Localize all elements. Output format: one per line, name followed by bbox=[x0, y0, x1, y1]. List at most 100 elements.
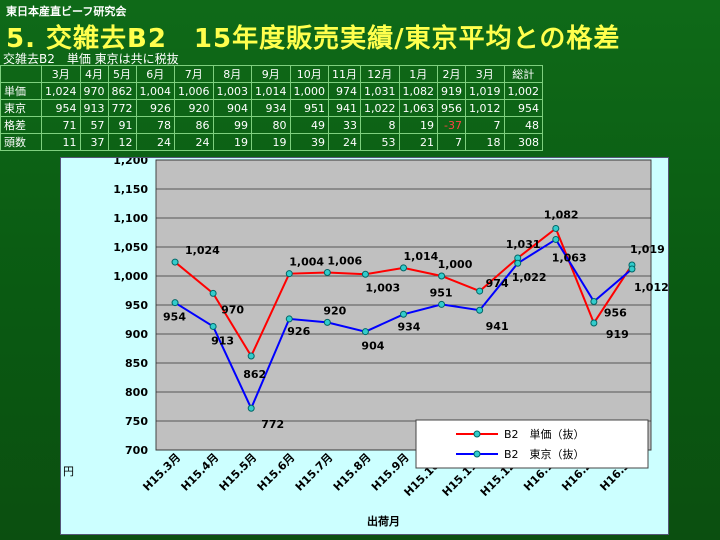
y-tick-label: 750 bbox=[125, 415, 148, 428]
data-label: 1,012 bbox=[634, 281, 668, 294]
table-cell: 48 bbox=[503, 116, 543, 134]
data-point bbox=[400, 264, 407, 272]
legend-entry: B2 単価（抜） bbox=[504, 427, 585, 441]
table-row-tokyo: 東京 954 913 772 926 920 904 934 951 941 1,022 1,063 9… bbox=[0, 99, 543, 117]
table-cell: 24 bbox=[135, 133, 175, 151]
data-point bbox=[438, 272, 446, 280]
y-tick-label: 1,150 bbox=[113, 183, 148, 196]
data-point bbox=[590, 298, 598, 306]
data-label: 772 bbox=[261, 418, 284, 431]
table-header-row: 3月 4月 5月 6月 7月 8月 9月 10月 11月 12月 1月 2月 3… bbox=[0, 65, 543, 83]
table-cell: 86 bbox=[174, 116, 214, 134]
legend-box bbox=[415, 419, 649, 469]
table-cell: 1,022 bbox=[360, 99, 400, 117]
column-header: 10月 bbox=[289, 65, 329, 83]
table-cell: 7 bbox=[437, 133, 466, 151]
data-point bbox=[400, 310, 407, 318]
legend-marker bbox=[473, 450, 481, 458]
y-tick-label: 850 bbox=[125, 357, 148, 370]
data-point bbox=[209, 289, 217, 297]
data-label: 951 bbox=[430, 286, 453, 299]
table-cell: 1,082 bbox=[398, 82, 438, 100]
y-tick-label: 1,050 bbox=[113, 241, 148, 254]
row-label: 格差 bbox=[0, 116, 42, 134]
y-tick-label: 700 bbox=[125, 444, 148, 457]
table-cell: 80 bbox=[251, 116, 291, 134]
data-label: 926 bbox=[287, 325, 310, 338]
table-corner bbox=[0, 65, 42, 83]
legend-marker bbox=[473, 430, 481, 438]
table-cell: 1,014 bbox=[251, 82, 291, 100]
table-cell: 24 bbox=[328, 133, 361, 151]
table-cell: 11 bbox=[41, 133, 81, 151]
data-point bbox=[247, 404, 255, 412]
table-cell: 24 bbox=[174, 133, 214, 151]
table-cell: 12 bbox=[107, 133, 137, 151]
data-label: 1,014 bbox=[404, 250, 439, 263]
data-point bbox=[247, 352, 255, 360]
data-point bbox=[476, 287, 484, 295]
x-axis-label: 出荷月 bbox=[367, 514, 400, 528]
table-row-head-count: 頭数 11 37 12 24 24 19 19 39 24 53 21 7 18 308 bbox=[0, 133, 543, 151]
y-axis-label: 円 bbox=[63, 465, 74, 478]
data-point bbox=[361, 328, 369, 336]
data-label: 1,022 bbox=[512, 271, 547, 284]
table-cell: 934 bbox=[251, 99, 291, 117]
data-point bbox=[476, 306, 484, 314]
table-row-difference: 格差 71 57 91 78 86 99 80 49 33 8 19 -37 7 48 bbox=[0, 116, 543, 134]
table-cell: 91 bbox=[107, 116, 137, 134]
x-tick-label: H15.5月 bbox=[217, 451, 260, 494]
column-header: 12月 bbox=[360, 65, 400, 83]
x-tick-label: H15.3月 bbox=[140, 451, 183, 494]
data-point bbox=[209, 322, 217, 330]
y-tick-label: 950 bbox=[125, 299, 148, 312]
y-tick-label: 800 bbox=[125, 386, 148, 399]
data-point bbox=[323, 318, 331, 326]
data-point bbox=[552, 224, 560, 232]
data-point bbox=[552, 235, 560, 243]
chart-panel: 700 750 800 850 900 950 1,000 1,050 1,100 1,150 1,… bbox=[60, 154, 669, 535]
table-cell: 1,019 bbox=[465, 82, 505, 100]
table-cell: 18 bbox=[465, 133, 505, 151]
data-label: 1,003 bbox=[365, 281, 400, 294]
data-point bbox=[438, 300, 446, 308]
data-point bbox=[171, 258, 179, 266]
data-point bbox=[514, 259, 522, 267]
table-cell: 57 bbox=[79, 116, 109, 134]
column-header: 4月 bbox=[79, 65, 109, 83]
table-cell: 1,024 bbox=[41, 82, 81, 100]
table-cell: 772 bbox=[107, 99, 137, 117]
data-label: 954 bbox=[163, 311, 186, 324]
data-label: 862 bbox=[243, 368, 266, 381]
legend-entry: B2 東京（抜） bbox=[504, 447, 585, 461]
data-label: 1,006 bbox=[327, 255, 362, 268]
table-cell: 1,006 bbox=[174, 82, 214, 100]
y-tick-label: 1,200 bbox=[113, 158, 148, 167]
data-point bbox=[323, 269, 331, 277]
table-cell: 956 bbox=[437, 99, 466, 117]
table-cell: 1,000 bbox=[289, 82, 329, 100]
column-header: 総計 bbox=[503, 65, 543, 83]
data-label: 1,082 bbox=[544, 208, 579, 221]
table-cell: 904 bbox=[212, 99, 252, 117]
data-label: 1,031 bbox=[506, 238, 541, 251]
x-tick-label: H15.8月 bbox=[331, 451, 374, 494]
data-label: 974 bbox=[486, 277, 509, 290]
column-header: 5月 bbox=[107, 65, 137, 83]
page-title: 5. 交雑去B2 15年度販売実績/東京平均との格差 bbox=[6, 24, 621, 54]
table-cell: 99 bbox=[212, 116, 252, 134]
table-cell: 39 bbox=[289, 133, 329, 151]
column-header: 8月 bbox=[212, 65, 252, 83]
y-tick-label: 1,000 bbox=[113, 270, 148, 283]
table-cell: 974 bbox=[328, 82, 361, 100]
row-label: 頭数 bbox=[0, 133, 42, 151]
table-cell: 71 bbox=[41, 116, 81, 134]
table-cell: 33 bbox=[328, 116, 361, 134]
sales-table: 3月 4月 5月 6月 7月 8月 9月 10月 11月 12月 1月 2月 3… bbox=[0, 65, 543, 151]
table-cell: 913 bbox=[79, 99, 109, 117]
data-point bbox=[590, 319, 598, 327]
data-label: 934 bbox=[398, 320, 421, 333]
column-header: 1月 bbox=[398, 65, 438, 83]
table-cell: 37 bbox=[79, 133, 109, 151]
line-chart: 700 750 800 850 900 950 1,000 1,050 1,100 1,150 1,… bbox=[63, 154, 669, 528]
